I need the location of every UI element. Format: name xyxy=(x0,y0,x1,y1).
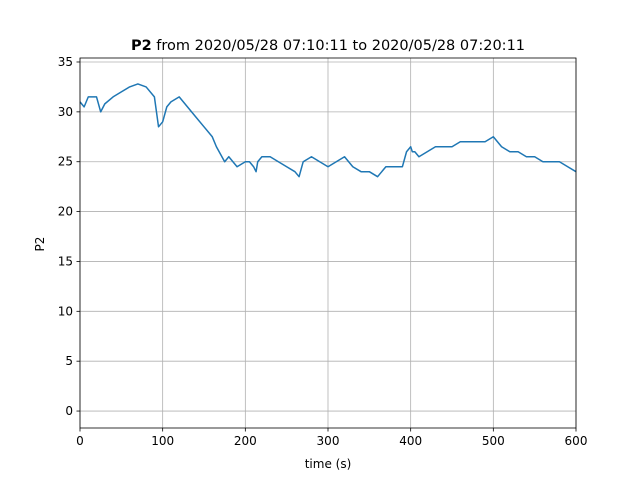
y-tick-label: 35 xyxy=(58,55,73,69)
y-tick-label: 5 xyxy=(65,354,73,368)
x-tick-label: 300 xyxy=(317,434,340,448)
y-axis-label: P2 xyxy=(33,237,47,252)
y-tick-label: 0 xyxy=(65,404,73,418)
y-axis-ticks: 0 5 10 15 20 25 30 35 xyxy=(58,55,80,418)
chart-title-rest: from 2020/05/28 07:10:11 to 2020/05/28 0… xyxy=(152,38,525,54)
plot-area xyxy=(79,83,577,178)
x-tick-label: 100 xyxy=(151,434,174,448)
x-tick-label: 600 xyxy=(565,434,588,448)
y-tick-label: 25 xyxy=(58,155,73,169)
y-tick-label: 10 xyxy=(58,304,73,318)
chart-title: P2 from 2020/05/28 07:10:11 to 2020/05/2… xyxy=(131,38,525,54)
y-tick-label: 20 xyxy=(58,205,73,219)
grid-lines xyxy=(79,58,577,428)
x-tick-label: 0 xyxy=(76,434,84,448)
series-line-0 xyxy=(79,83,577,178)
x-tick-label: 400 xyxy=(399,434,422,448)
x-axis-label: time (s) xyxy=(305,457,352,471)
y-tick-label: 30 xyxy=(58,105,73,119)
x-tick-label: 200 xyxy=(234,434,257,448)
x-tick-label: 500 xyxy=(482,434,505,448)
chart-title-bold: P2 xyxy=(131,38,152,54)
y-tick-label: 15 xyxy=(58,254,73,268)
x-axis-ticks: 0 100 200 300 400 500 600 xyxy=(76,428,587,448)
